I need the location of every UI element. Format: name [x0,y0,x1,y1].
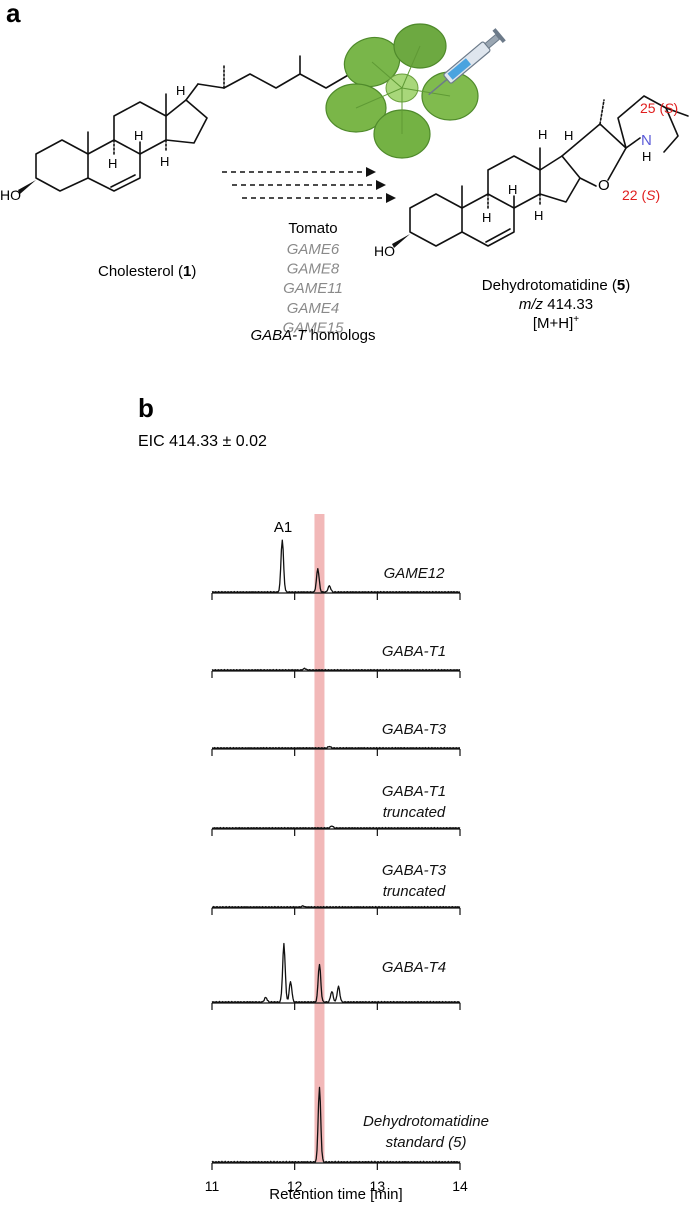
syringe-icon [428,28,506,96]
series-label-3: GABA-T3 [382,721,447,738]
dehydrotomatidine-ho-label: HO [374,243,395,259]
cholesterol-ho-label: HO [0,187,21,203]
pathway-organism: Tomato [288,220,337,237]
gene-list: GAME6 GAME8 GAME11 GAME4 GAME15 [283,241,345,336]
trace-line-2 [211,667,461,672]
series-label-7: Dehydrotomatidine standard (5) [363,1113,489,1151]
panel-b-letter: b [138,393,154,423]
panel-a-letter: a [6,0,21,28]
cholesterol-h-14: H [160,154,169,169]
retention-highlight-band [314,514,325,1162]
dehydrotomatidine-ion: [M+H]+ [533,314,579,332]
gene-game15: GAME15 [283,319,345,336]
nicotiana-plant-icon [325,23,479,159]
dehydrotomatidine-name: Dehydrotomatidine (5) [482,277,630,294]
dehydrotomatidine-mz: m/z 414.33 [519,296,593,313]
dehydrotomatidine-h-14: H [534,208,543,223]
x-tick-label-11: 11 [205,1178,220,1194]
pathway-homologs: GABA-T homologs [250,327,375,344]
cholesterol-h-9: H [108,156,117,171]
gene-game4: GAME4 [287,300,340,317]
stereo-label-25: 25 (S) [640,100,678,116]
dehydrotomatidine-h-9: H [482,210,491,225]
dehydrotomatidine-structure: HO H H H H H O N H [374,95,689,259]
dehydrotomatidine-oxygen: O [598,177,610,194]
series-label-6: GABA-T4 [382,959,446,976]
peak-label-a1: A1 [274,519,292,536]
stereo-label-22: 22 (S) [622,187,660,203]
trace-line-4 [211,825,461,830]
trace-line-6 [211,942,461,1004]
series-label-1: GAME12 [384,565,446,582]
panel-b-subtitle: EIC 414.33 ± 0.02 [138,433,267,450]
cholesterol-h-17: H [176,83,185,98]
x-tick-label-13: 13 [370,1178,386,1194]
series-label-4: GABA-T1 truncated [382,783,446,821]
series-label-2: GABA-T1 [382,643,446,660]
dehydrotomatidine-nitrogen: N [641,132,652,149]
pathway-arrows [222,167,396,203]
x-axis-label: Retention time [min] [269,1186,402,1203]
x-tick-label-14: 14 [452,1178,468,1194]
trace-line-5 [211,905,461,909]
dehydrotomatidine-nh: H [642,149,651,164]
gene-game11: GAME11 [283,280,343,297]
gene-game8: GAME8 [287,261,340,278]
gene-game6: GAME6 [287,241,340,258]
cholesterol-h-8: H [134,128,143,143]
trace-line-3 [211,745,461,750]
dehydrotomatidine-h-17: H [564,128,573,143]
x-tick-label-12: 12 [287,1178,303,1194]
chromatogram-traces: GAME12 GABA-T1 GABA-T3 GABA-T1 truncated GABA… [205,539,489,1194]
dehydrotomatidine-h-16: H [538,127,547,142]
dehydrotomatidine-h-8: H [508,182,517,197]
cholesterol-structure: HO H H H H [0,55,351,203]
cholesterol-name: Cholesterol (1) [98,263,196,280]
series-label-5: GABA-T3 truncated [382,862,447,900]
